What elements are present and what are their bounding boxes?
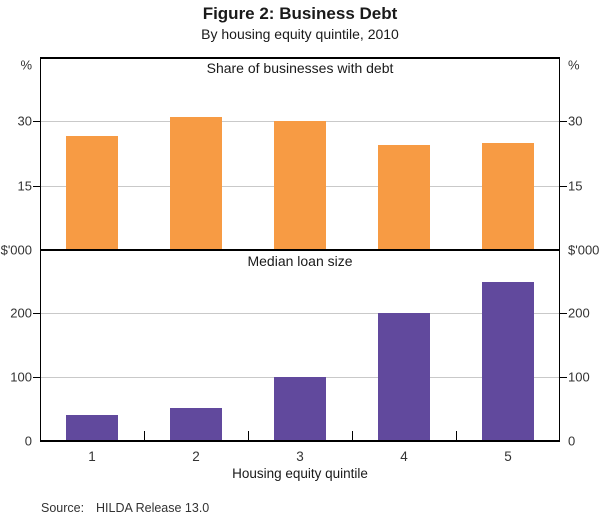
y-tick-left [33,313,40,315]
x-boundary-tick [352,431,353,440]
y-tick-left [33,376,40,378]
x-category-label: 5 [504,449,512,464]
y-tick-label-left: 30 [17,113,32,129]
x-category-label: 1 [88,449,96,464]
y-tick-label-left: 15 [17,178,32,194]
bar-quintile-4-top [378,144,430,250]
y-tick-label-left: 200 [10,305,32,321]
y-axis-unit-left: % [20,57,32,73]
bar-quintile-1-bottom [66,414,118,440]
y-zero-label-left: 0 [24,433,32,449]
source-text: HILDA Release 13.0 [96,501,210,515]
y-tick-label-right: 30 [568,113,583,129]
y-tick-label-right: 200 [568,305,590,321]
bar-quintile-5-top [482,142,534,250]
x-category-label: 2 [192,449,200,464]
y-axis-unit-right: % [568,57,580,73]
x-boundary-tick [248,431,249,440]
y-tick-right [560,121,567,123]
figure-subtitle: By housing equity quintile, 2010 [201,26,399,42]
bar-quintile-1-top [66,136,118,250]
y-tick-label-right: 15 [568,178,583,194]
y-axis-unit-left: $'000 [0,242,32,258]
panel-title-top: Share of businesses with debt [206,60,394,76]
bar-quintile-3-top [274,121,326,250]
panel-title-bottom: Median loan size [247,253,353,269]
gridline [41,313,559,315]
bar-quintile-5-bottom [482,281,534,440]
bar-quintile-2-top [170,117,222,250]
bar-quintile-2-bottom [170,408,222,440]
x-boundary-tick [144,431,145,440]
figure-title: Figure 2: Business Debt [202,4,398,23]
y-tick-label-left: 100 [10,369,32,385]
y-tick-right [560,376,567,378]
source-note: Source: HILDA Release 13.0 [41,501,209,515]
y-axis-unit-right: $'000 [568,242,600,258]
x-boundary-tick [456,431,457,440]
y-tick-left [33,185,40,187]
x-axis-title: Housing equity quintile [232,466,368,481]
source-label: Source: [41,501,85,515]
y-tick-left [33,121,40,123]
panel-divider [40,249,560,251]
bar-quintile-4-bottom [378,313,430,440]
y-tick-label-right: 100 [568,369,590,385]
y-tick-right [560,185,567,187]
y-tick-right [560,313,567,315]
x-category-label: 4 [400,449,408,464]
y-zero-label-right: 0 [568,433,576,449]
bar-quintile-3-bottom [274,376,326,440]
x-category-label: 3 [296,449,304,464]
